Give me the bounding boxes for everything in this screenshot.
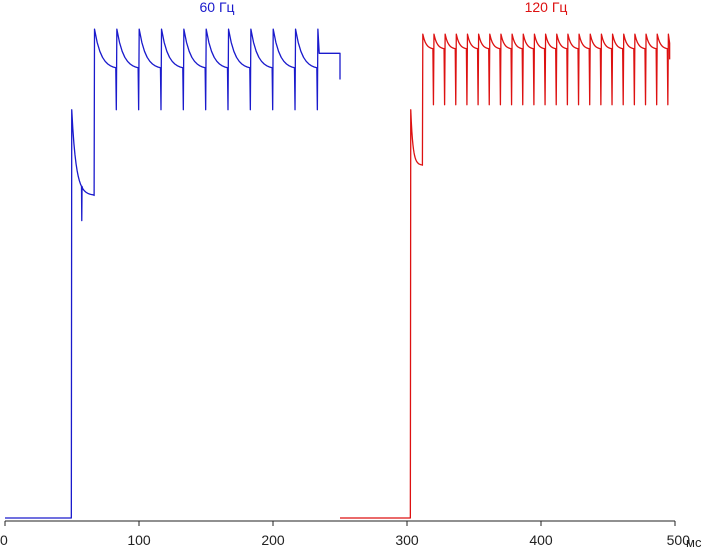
x-axis: 0 100 200 300 400 500 мс: [0, 520, 702, 547]
series-label-60hz: 60 Гц: [200, 0, 235, 15]
x-tick-label: 0: [0, 532, 8, 547]
x-tick-label: 100: [127, 532, 151, 547]
x-axis-ticks: 0 100 200 300 400 500: [0, 521, 690, 547]
series-label-120hz: 120 Гц: [525, 0, 568, 15]
series-labels: 60 Гц 120 Гц: [200, 0, 568, 15]
series-line-120hz: [340, 33, 671, 519]
x-tick-label: 200: [261, 532, 285, 547]
x-tick-label: 500: [667, 532, 691, 547]
series-line-60hz: [5, 28, 341, 519]
x-tick-label: 300: [395, 532, 419, 547]
x-axis-unit-label: мс: [686, 535, 702, 547]
x-tick-label: 400: [529, 532, 553, 547]
plot-area: [5, 28, 671, 519]
